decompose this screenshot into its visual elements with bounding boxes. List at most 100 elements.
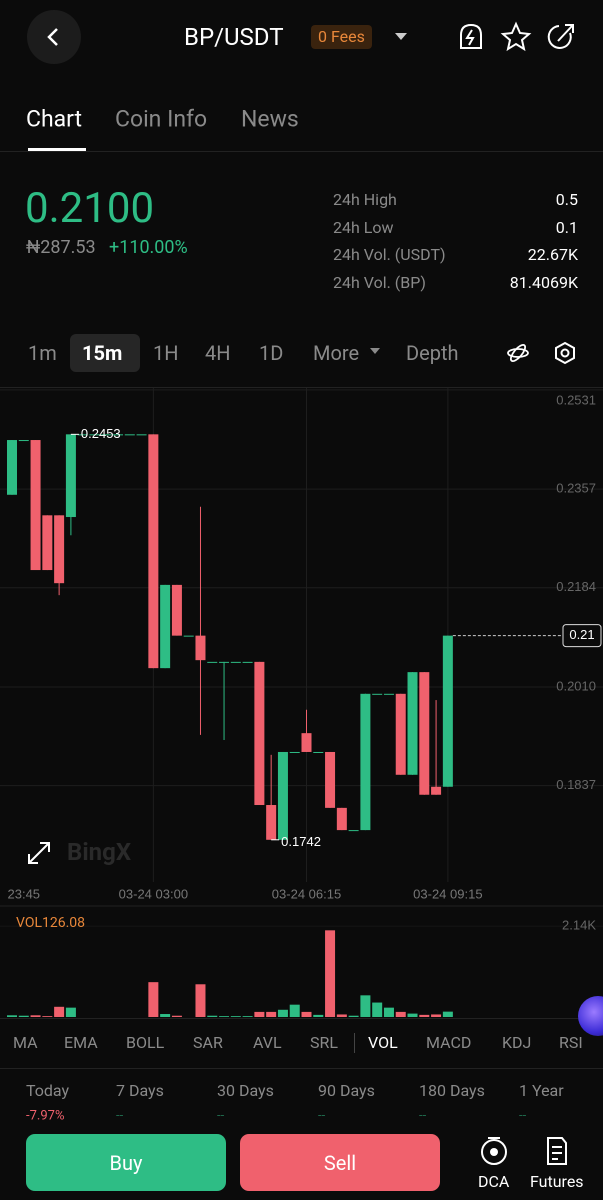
settings-icon[interactable]	[555, 341, 575, 365]
watermark: BingX	[67, 838, 132, 866]
volume-bar	[266, 1011, 277, 1017]
candle-body	[101, 434, 112, 436]
period-label[interactable]: 30 Days	[217, 1081, 274, 1100]
volume-bar	[395, 1011, 406, 1017]
indicator-tab[interactable]: MACD	[426, 1033, 472, 1052]
interval-option[interactable]: 1D	[259, 341, 284, 365]
period-label[interactable]: 90 Days	[318, 1081, 375, 1100]
tab[interactable]: News	[241, 105, 299, 133]
y-tick-label: 0.1837	[556, 777, 596, 792]
volume-bar	[254, 1011, 265, 1017]
divider	[0, 1018, 603, 1019]
interval-option[interactable]: 15m	[82, 341, 123, 365]
stat-value: 22.67K	[527, 245, 578, 265]
assistant-bubble[interactable]	[578, 996, 603, 1036]
favorite-icon[interactable]	[500, 21, 532, 52]
dca-label[interactable]: DCA	[478, 1172, 510, 1191]
indicator-tab[interactable]: EMA	[64, 1033, 98, 1052]
candle-body	[30, 440, 41, 571]
candle-body	[77, 434, 88, 436]
volume-bar	[407, 1013, 418, 1017]
candle-body	[113, 434, 124, 436]
period-label[interactable]: Today	[26, 1081, 70, 1100]
indicator-tab[interactable]: BOLL	[126, 1033, 165, 1052]
sell-button[interactable]: Sell	[240, 1134, 440, 1191]
candle-body	[219, 661, 230, 663]
volume-bar	[313, 1014, 324, 1017]
volume-bar	[171, 1015, 182, 1017]
action-icons	[481, 1137, 567, 1165]
candle-body	[336, 807, 347, 831]
indicator-tab[interactable]: RSI	[559, 1033, 583, 1052]
futures-label[interactable]: Futures	[530, 1172, 584, 1191]
tab-active[interactable]: Chart	[26, 105, 83, 133]
candle-body	[431, 786, 442, 795]
dca-icon[interactable]	[481, 1137, 507, 1165]
period-change: --	[419, 1108, 427, 1124]
candle-body	[442, 635, 453, 787]
volume-bar	[289, 1004, 300, 1017]
volume-bar	[372, 1002, 383, 1017]
last-price: 0.2100	[25, 184, 155, 233]
price-change: +110.00%	[109, 237, 188, 258]
stat-label: 24h Vol. (BP)	[333, 273, 426, 293]
last-price-box	[562, 624, 602, 648]
period-label[interactable]: 1 Year	[519, 1081, 564, 1100]
candle-body	[372, 693, 383, 695]
futures-icon[interactable]	[547, 1137, 567, 1165]
period-change: --	[318, 1108, 326, 1124]
indicator-icon[interactable]	[507, 343, 529, 363]
candle-body	[136, 434, 147, 436]
x-tick-label: 03-24 09:15	[413, 886, 482, 901]
candle-body	[65, 434, 76, 518]
candle-body	[325, 751, 336, 808]
candle-body	[183, 635, 194, 637]
stat-value: 0.1	[555, 217, 578, 237]
volume-bar	[65, 1007, 76, 1017]
indicator-tab[interactable]: KDJ	[502, 1033, 532, 1052]
interval-option[interactable]: 4H	[205, 341, 231, 365]
alert-icon[interactable]	[460, 23, 482, 49]
indicator-tab[interactable]: SRL	[310, 1033, 338, 1052]
candle-body	[419, 672, 430, 795]
indicator-tab[interactable]: MA	[13, 1033, 38, 1052]
buy-button[interactable]: Buy	[26, 1134, 226, 1191]
volume-bar	[195, 984, 206, 1017]
interval-option[interactable]: More	[313, 341, 360, 365]
candle-body	[54, 515, 65, 584]
candle-body	[301, 733, 312, 752]
volume-tick-label: 2.14K	[562, 918, 596, 933]
candle-body	[383, 693, 394, 695]
y-tick-label: 0.2184	[556, 579, 596, 594]
high-marker-label: 0.2453	[81, 426, 121, 441]
candle-body	[407, 672, 418, 775]
expand-icon[interactable]	[26, 840, 52, 866]
back-button[interactable]	[27, 10, 81, 64]
period-label[interactable]: 180 Days	[419, 1081, 485, 1100]
candle-body	[7, 440, 17, 495]
candle-body	[277, 751, 288, 840]
candle-body	[266, 805, 277, 840]
candle-body	[230, 661, 241, 663]
interval-option[interactable]: Depth	[406, 341, 459, 365]
interval-highlight	[70, 334, 140, 372]
indicator-tab[interactable]: AVL	[253, 1033, 282, 1052]
divider	[0, 1068, 603, 1069]
interval-option[interactable]: 1m	[28, 341, 57, 365]
tab[interactable]: Coin Info	[115, 105, 208, 133]
share-icon[interactable]	[547, 24, 574, 49]
period-label[interactable]: 7 Days	[116, 1081, 164, 1100]
indicator-tab[interactable]: SAR	[193, 1033, 223, 1052]
period-change: -7.97%	[26, 1108, 65, 1124]
dropdown-caret[interactable]	[392, 31, 410, 43]
low-marker-label: 0.1742	[281, 834, 321, 849]
volume-bar	[207, 1015, 218, 1017]
candle-body	[195, 635, 206, 661]
interval-option[interactable]: 1H	[153, 341, 179, 365]
pair-title[interactable]: BP/USDT	[184, 23, 284, 51]
indicator-tab[interactable]: VOL	[368, 1033, 398, 1052]
volume-bar	[160, 1014, 171, 1017]
